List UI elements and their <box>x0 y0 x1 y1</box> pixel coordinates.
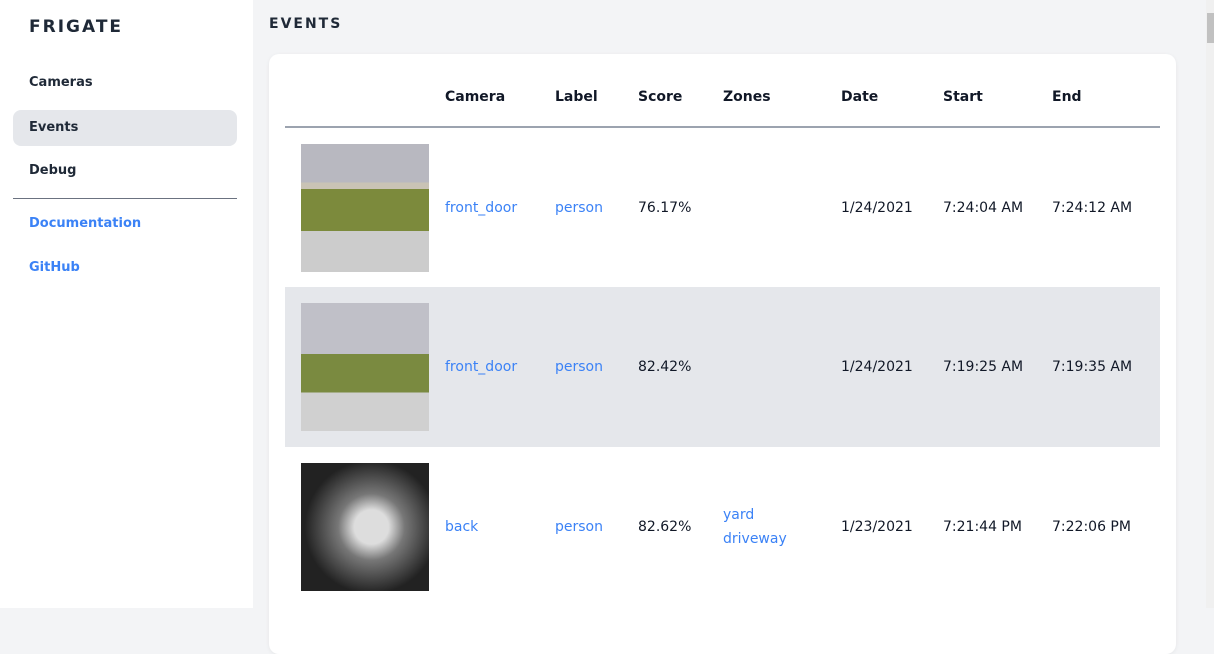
zones <box>723 287 841 447</box>
zones: yard driveway <box>723 447 841 607</box>
scrollbar-thumb[interactable] <box>1207 13 1214 43</box>
start-time: 7:21:44 PM <box>943 519 1022 535</box>
camera-link[interactable]: front_door <box>445 199 518 216</box>
camera-link[interactable]: front_door <box>445 359 518 375</box>
start-time: 7:19:25 AM <box>943 287 1052 447</box>
table-row[interactable]: front_door person 76.17% 1/24/2021 7:24:… <box>285 127 1160 287</box>
start-time: 7:24:04 AM <box>943 199 1024 216</box>
date: 1/24/2021 <box>841 287 943 447</box>
sidebar-link-documentation[interactable]: Documentation <box>29 216 142 231</box>
end-time: 7:19:35 AM <box>1052 287 1160 447</box>
sidebar: FRIGATE Cameras Events Debug Documentati… <box>0 0 253 608</box>
date: 1/23/2021 <box>841 519 913 535</box>
scrollbar[interactable] <box>1206 0 1214 608</box>
event-thumbnail[interactable] <box>301 303 429 431</box>
col-label: Label <box>555 54 638 128</box>
events-table: Camera Label Score Zones Date Start End … <box>285 54 1160 607</box>
col-date: Date <box>841 54 943 128</box>
score: 76.17% <box>638 199 692 216</box>
label-link[interactable]: person <box>555 359 603 375</box>
date: 1/24/2021 <box>841 199 913 216</box>
col-thumbnail <box>285 54 445 128</box>
sidebar-item-debug[interactable]: Debug <box>29 163 77 178</box>
score: 82.42% <box>638 287 723 447</box>
score: 82.62% <box>638 519 692 535</box>
label-link[interactable]: person <box>555 519 603 535</box>
col-camera: Camera <box>445 54 555 128</box>
label-link[interactable]: person <box>555 199 603 216</box>
sidebar-link-github[interactable]: GitHub <box>29 260 80 275</box>
table-row[interactable]: back person 82.62% yard driveway 1/23/20… <box>285 447 1160 607</box>
sidebar-item-cameras[interactable]: Cameras <box>29 75 93 90</box>
camera-link[interactable]: back <box>445 519 479 535</box>
zone-link[interactable]: yard <box>723 507 755 523</box>
end-time: 7:22:06 PM <box>1052 519 1131 535</box>
events-card: Camera Label Score Zones Date Start End … <box>269 54 1176 654</box>
event-thumbnail[interactable] <box>301 143 429 272</box>
zone-link[interactable]: driveway <box>723 531 787 547</box>
col-start: Start <box>943 54 1052 128</box>
table-header: Camera Label Score Zones Date Start End <box>285 54 1160 128</box>
col-end: End <box>1052 54 1160 128</box>
col-zones: Zones <box>723 54 841 128</box>
brand-logo[interactable]: FRIGATE <box>29 17 124 37</box>
page-title: EVENTS <box>269 16 343 32</box>
end-time: 7:24:12 AM <box>1052 199 1133 216</box>
sidebar-item-events[interactable]: Events <box>13 110 237 146</box>
table-row[interactable]: front_door person 82.42% 1/24/2021 7:19:… <box>285 287 1160 447</box>
zones <box>723 127 841 287</box>
event-thumbnail[interactable] <box>301 463 429 591</box>
col-score: Score <box>638 54 723 128</box>
sidebar-divider <box>13 198 237 199</box>
